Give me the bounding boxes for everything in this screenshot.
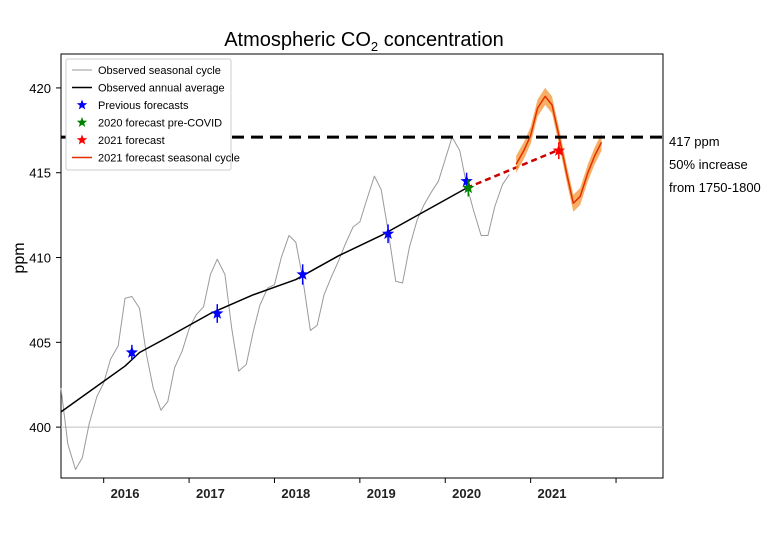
series-line-2: [466, 148, 560, 190]
forecast-point-3: [381, 227, 395, 240]
annotation-line-2: from 1750-1800: [669, 180, 761, 195]
forecast-point-1: [211, 306, 224, 319]
legend-swatch-f2021: [76, 134, 88, 145]
legend-label-covid: 2020 forecast pre-COVID: [98, 118, 222, 130]
forecast-point-6: [552, 144, 566, 156]
y-tick-label-0: 400: [29, 420, 51, 435]
x-tick-label-0: 2016: [111, 486, 140, 501]
x-tick-label-2: 2018: [281, 486, 310, 501]
series-line-0: [60, 136, 510, 471]
x-ticks: 2016 2017 2018 2019 2020 2021: [103, 478, 617, 501]
series-line-1: [60, 187, 467, 413]
legend-box: [65, 58, 232, 171]
plot-area-frame: [60, 53, 664, 479]
legend-label-f2021: 2021 forecast: [98, 135, 165, 147]
chart-title-subscript: 2: [371, 39, 378, 54]
y-axis-label: ppm: [11, 242, 28, 273]
series-line-3: [515, 95, 603, 204]
legend-label-annual: Observed annual average: [98, 83, 225, 95]
legend-swatch-covid: [76, 117, 88, 127]
annotation-line-0: 417 ppm: [669, 134, 720, 149]
y-tick-label-4: 420: [29, 81, 51, 96]
annotation-line-1: 50% increase: [669, 157, 748, 172]
forecast-point-4: [460, 174, 473, 187]
chart-title-main: Atmospheric CO: [224, 29, 371, 51]
x-tick-label-4: 2020: [452, 486, 481, 501]
y-tick-label-1: 405: [29, 335, 51, 350]
forecast-point-2: [296, 267, 309, 280]
legend-swatch-prev: [76, 99, 88, 110]
chart-title-tail: concentration: [378, 29, 504, 51]
legend-label-cycle2021: 2021 forecast seasonal cycle: [98, 153, 240, 165]
forecast-point-5: [462, 181, 475, 194]
legend-label-prev: Previous forecasts: [98, 100, 189, 112]
x-tick-label-3: 2019: [367, 486, 396, 501]
legend: Observed seasonal cycle Observed annual a…: [65, 58, 240, 171]
y-tick-label-3: 415: [29, 166, 51, 181]
x-tick-label-5: 2021: [538, 486, 567, 501]
x-tick-label-1: 2017: [196, 486, 225, 501]
forecast-point-0: [125, 346, 139, 358]
forecast-points-layer: [125, 142, 566, 361]
y-ticks: 400 405 410 415 420: [29, 81, 61, 435]
chart-title: Atmospheric CO2 concentration: [224, 29, 504, 54]
y-tick-label-2: 410: [29, 251, 51, 266]
legend-label-seasonal: Observed seasonal cycle: [98, 65, 221, 77]
threshold-annotation: 417 ppm 50% increase from 1750-1800: [669, 134, 761, 195]
